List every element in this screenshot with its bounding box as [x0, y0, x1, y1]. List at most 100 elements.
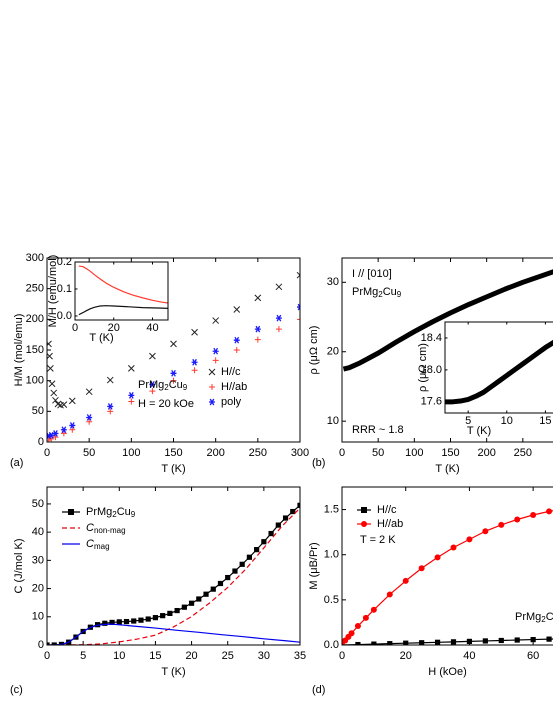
x-axis-label: T (K)	[435, 463, 459, 475]
annotation: PrMg2Cu9	[352, 286, 402, 299]
y-tick-label: 10	[327, 415, 339, 427]
annotation: T = 2 K	[360, 534, 396, 546]
x-tick-label: 40	[463, 650, 475, 662]
marker	[109, 619, 115, 626]
marker	[181, 604, 187, 610]
annotation: RRR ~ 1.8	[352, 424, 404, 436]
x-axis-label: T (K)	[161, 463, 185, 475]
marker	[546, 636, 552, 642]
plot-area	[445, 339, 553, 405]
marker	[498, 521, 505, 528]
marker	[85, 388, 93, 396]
plot-area	[78, 265, 168, 316]
y-axis-label: M (μB/Pr)	[308, 542, 320, 589]
marker	[170, 369, 177, 377]
marker	[145, 616, 151, 622]
marker	[275, 522, 281, 528]
x-tick-label: 20	[185, 650, 197, 662]
marker	[239, 561, 245, 567]
marker	[546, 508, 553, 515]
marker	[68, 397, 76, 405]
marker	[60, 401, 68, 408]
marker	[387, 641, 393, 645]
x-tick-label: 200	[477, 447, 495, 459]
marker	[418, 565, 425, 572]
series-line	[78, 305, 168, 316]
marker	[212, 317, 220, 324]
marker	[58, 641, 65, 645]
marker	[106, 376, 114, 384]
marker	[107, 403, 114, 410]
marker	[47, 340, 52, 348]
marker	[233, 336, 240, 344]
marker	[51, 642, 57, 645]
x-axis-label: T (K)	[161, 666, 185, 678]
marker	[354, 623, 361, 630]
marker	[47, 642, 50, 645]
marker	[196, 596, 202, 602]
marker	[191, 358, 198, 366]
x-tick-label: 10	[501, 415, 513, 427]
marker	[48, 435, 55, 442]
legend-label: H//c	[377, 504, 397, 516]
x-tick-label: 0	[339, 447, 345, 459]
marker	[160, 613, 166, 619]
x-tick-label: 5	[465, 415, 471, 427]
marker	[297, 316, 300, 323]
marker	[170, 377, 177, 384]
y-tick-label: 0.2	[57, 256, 72, 268]
marker	[107, 408, 114, 415]
marker	[530, 636, 536, 643]
marker	[419, 640, 425, 645]
x-tick-label: 0	[72, 322, 78, 334]
x-tick-label: 10	[113, 650, 125, 662]
marker	[498, 637, 504, 644]
legend-label: PrMg2Cu9	[86, 506, 136, 519]
x-axis-label: H (kOe)	[428, 666, 467, 678]
panel: 0 20 40 60 0.0 0.5 1.0 1.5 H (kOe) M (μB/Pr) (d) H/…	[308, 486, 553, 696]
legend-label: H//ab	[377, 518, 403, 530]
marker	[60, 430, 67, 437]
series-line	[47, 623, 300, 645]
series-line	[445, 339, 553, 405]
marker	[450, 544, 457, 551]
marker	[482, 528, 489, 535]
y-axis-label: ρ (μΩ cm)	[417, 343, 429, 392]
marker	[275, 326, 282, 333]
annotation: I // [010]	[352, 268, 392, 280]
x-tick-label: 60	[527, 650, 539, 662]
marker	[348, 630, 355, 637]
annotation: PrMg2Cu9	[138, 379, 188, 392]
x-tick-label: 0	[44, 650, 50, 662]
marker	[48, 380, 56, 388]
marker	[47, 437, 52, 442]
marker	[482, 638, 488, 644]
marker	[60, 426, 67, 434]
annotation: PrMg2Cu9	[515, 611, 553, 624]
y-tick-label: 30	[32, 554, 44, 566]
marker	[275, 283, 283, 291]
marker	[170, 340, 177, 348]
y-tick-label: 150	[26, 344, 44, 356]
marker	[297, 303, 300, 311]
marker	[102, 620, 108, 626]
x-tick-label: 150	[164, 447, 182, 459]
y-tick-label: 17.6	[421, 396, 442, 408]
x-tick-label: 200	[206, 447, 224, 459]
y-axis-label: ρ (μΩ cm)	[308, 326, 320, 375]
marker	[254, 336, 261, 343]
inset-background	[445, 322, 553, 413]
marker	[466, 638, 473, 644]
marker	[208, 368, 216, 376]
x-tick-label: 15	[149, 650, 161, 662]
marker	[174, 607, 180, 614]
marker	[361, 521, 367, 527]
marker	[149, 352, 156, 360]
plot-area	[342, 269, 553, 372]
axes-frame	[444, 321, 553, 414]
marker	[128, 392, 135, 399]
y-tick-label: 0	[38, 639, 44, 651]
